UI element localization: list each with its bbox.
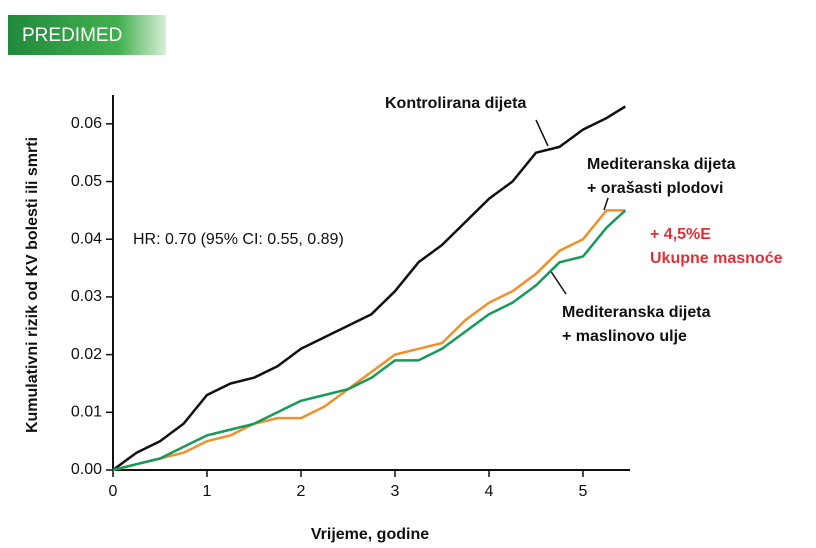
leader-line (535, 119, 549, 147)
y-tick-label: 0.06 (71, 115, 102, 132)
annotation: + maslinovo ulje (562, 328, 687, 345)
y-tick-label: 0.00 (71, 461, 102, 478)
annotation: Mediteranska dijeta (562, 304, 711, 321)
badge: PREDIMED (22, 25, 122, 46)
x-tick-label: 1 (203, 483, 212, 500)
annotation: Kontrolirana dijeta (385, 95, 526, 112)
badge-box (8, 15, 166, 55)
annotation: Mediteranska dijeta (587, 156, 736, 173)
annotation: + orašasti plodovi (587, 180, 723, 197)
y-tick-label: 0.01 (71, 404, 102, 421)
y-tick-label: 0.04 (71, 230, 102, 247)
x-tick-label: 2 (297, 483, 306, 500)
x-axis-label: Vrijeme, godine (311, 526, 429, 543)
x-tick-label: 4 (485, 483, 494, 500)
leader-line (603, 197, 609, 211)
annotation: HR: 0.70 (95% CI: 0.55, 0.89) (133, 231, 344, 248)
annotation: Ukupne masnoće (650, 250, 783, 267)
series-line (112, 105, 626, 472)
y-axis-label: Kumulativni rizik od KV bolesti ili smrt… (24, 137, 41, 433)
annotation: + 4,5%E (650, 226, 711, 243)
y-tick-label: 0.03 (71, 288, 102, 305)
series-line (112, 209, 627, 472)
x-tick-label: 3 (391, 483, 400, 500)
series-line (112, 209, 626, 472)
y-tick-label: 0.05 (71, 173, 102, 190)
leader-line (549, 269, 567, 295)
x-tick-label: 0 (109, 483, 118, 500)
y-tick-label: 0.02 (71, 346, 102, 363)
x-tick-label: 5 (579, 483, 588, 500)
